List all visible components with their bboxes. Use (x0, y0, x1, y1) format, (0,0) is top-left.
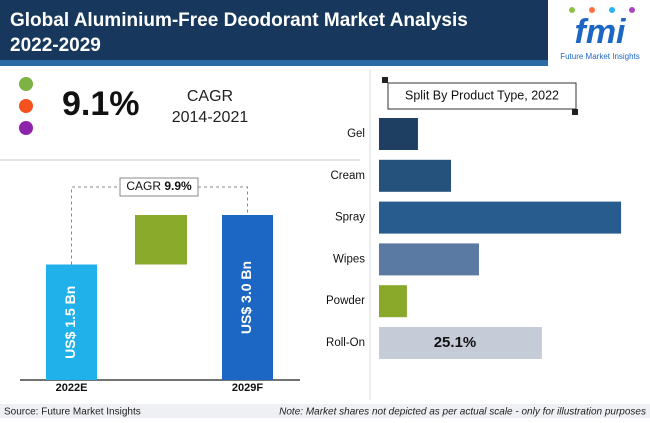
bar (379, 118, 418, 150)
bar (379, 243, 479, 276)
source: Source: Future Market Insights (4, 407, 141, 418)
dot (19, 99, 33, 113)
increment (135, 215, 187, 265)
value-label: US$ 1.5 Bn (62, 286, 78, 359)
annotation-value: 9.9% (164, 179, 192, 193)
y-tick-label: Wipes (333, 253, 365, 265)
bar (379, 201, 622, 234)
cagr-value: 9.1% (62, 85, 140, 123)
annotation-box (119, 177, 199, 197)
bar (379, 285, 407, 318)
annotation-label: CAGR (126, 179, 161, 193)
title: 2022-2029 (10, 35, 101, 56)
y-tick-label: Spray (335, 212, 365, 224)
y-tick-label: Cream (330, 170, 365, 182)
handle (572, 109, 578, 115)
legend-title: Split By Product Type, 2022 (405, 88, 559, 102)
cagr-period: 2014-2021 (172, 109, 249, 126)
bar (379, 327, 542, 359)
cagr-label: CAGR (187, 88, 233, 105)
logo-dot (629, 7, 635, 13)
header-band (0, 0, 650, 66)
legend-box (387, 82, 577, 110)
y-tick-label: Gel (347, 128, 365, 140)
footer-band (0, 404, 650, 418)
annotation-line (71, 186, 248, 265)
header-stripe (0, 60, 560, 66)
x-tick-label: 2022E (56, 382, 88, 394)
handle (382, 77, 388, 83)
value-label: US$ 3.0 Bn (238, 261, 254, 334)
dot (19, 121, 33, 135)
logo: fmi (575, 13, 628, 51)
bar (379, 159, 452, 192)
y-tick-label: Powder (326, 295, 365, 307)
note: Note: Market shares not depicted as per … (279, 407, 646, 418)
bar (222, 215, 273, 380)
logo-dot (609, 7, 615, 13)
y-tick-label: Roll-On (326, 337, 365, 349)
logo-dot (589, 7, 595, 13)
title: Global Aluminium-Free Deodorant Market A… (10, 10, 468, 31)
logo-caption: Future Market Insights (560, 52, 640, 61)
logo-dot (569, 7, 575, 13)
value-label: 25.1% (434, 334, 477, 351)
dot (19, 77, 33, 91)
annotation: CAGR 9.9% (126, 179, 192, 193)
bar (46, 264, 97, 380)
x-tick-label: 2029F (232, 382, 263, 394)
